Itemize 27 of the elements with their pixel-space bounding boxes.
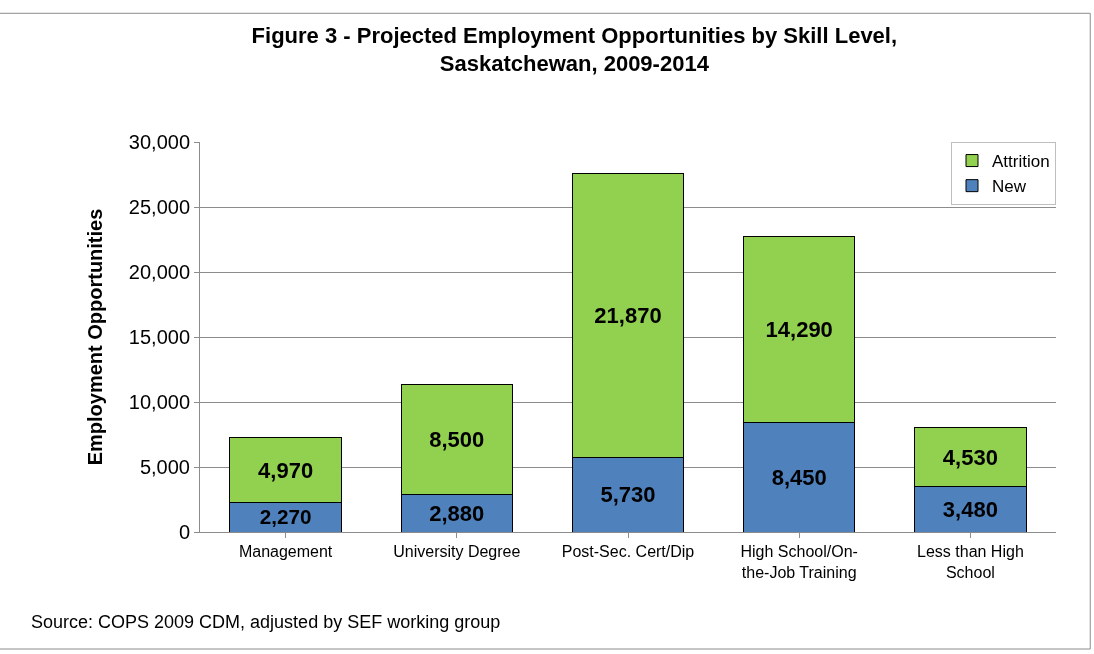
data-label: 4,530 [942,444,998,470]
x-tick-label: Post-Sec. Cert/Dip [561,543,695,561]
data-label: 5,730 [600,482,656,508]
y-tick-label: 30,000 [128,131,190,153]
y-tick-label: 20,000 [128,261,190,283]
data-label: 2,880 [429,500,485,526]
data-label: 14,290 [765,316,833,342]
data-label: 4,970 [258,457,314,483]
y-tick-label: 10,000 [128,391,190,413]
y-tick-label: 15,000 [128,326,190,348]
x-tick-label: University Degree [393,543,521,561]
source-note: Source: COPS 2009 CDM, adjusted by SEF working group [31,612,501,632]
y-tick-label: 0 [178,521,190,543]
data-label: 2,270 [259,505,312,529]
x-tick-label: High School/On-the-Job Training [740,543,858,581]
y-axis-title: Employment Opportunities [84,208,107,466]
data-label: 8,450 [771,464,827,490]
legend-label: Attrition [992,152,1050,172]
data-label: 3,480 [942,496,998,522]
x-tick-label: Management [238,543,333,561]
chart-title: Figure 3 - Projected Employment Opportunities by Skill Level, Saskatchewan, 2009-2014 [251,22,898,77]
legend-label: New [992,177,1027,197]
y-tick-label: 25,000 [128,196,190,218]
y-tick-label: 5,000 [139,456,190,478]
x-tick-label: Less than High School [917,543,1024,581]
data-label: 21,870 [594,302,662,328]
data-label: 8,500 [429,426,485,452]
